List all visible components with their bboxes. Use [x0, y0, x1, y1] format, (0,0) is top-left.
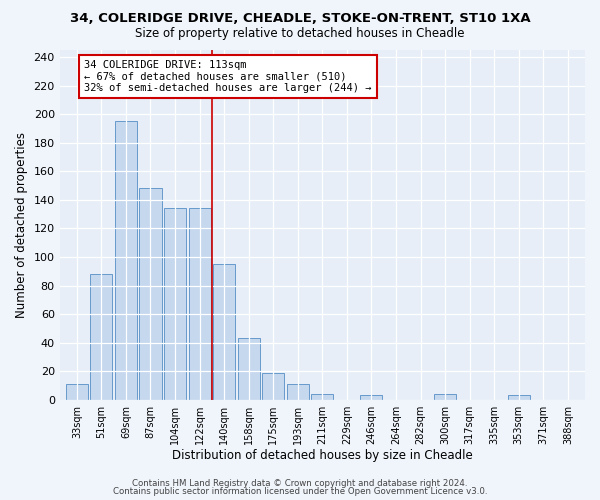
Text: Contains HM Land Registry data © Crown copyright and database right 2024.: Contains HM Land Registry data © Crown c…	[132, 480, 468, 488]
Text: 34 COLERIDGE DRIVE: 113sqm
← 67% of detached houses are smaller (510)
32% of sem: 34 COLERIDGE DRIVE: 113sqm ← 67% of deta…	[84, 60, 372, 93]
Bar	[188, 208, 211, 400]
Bar	[164, 208, 186, 400]
Bar	[66, 384, 88, 400]
Bar	[311, 394, 334, 400]
Bar	[434, 394, 456, 400]
Bar	[238, 338, 260, 400]
Text: 34, COLERIDGE DRIVE, CHEADLE, STOKE-ON-TRENT, ST10 1XA: 34, COLERIDGE DRIVE, CHEADLE, STOKE-ON-T…	[70, 12, 530, 26]
Y-axis label: Number of detached properties: Number of detached properties	[15, 132, 28, 318]
Bar	[262, 372, 284, 400]
Bar	[213, 264, 235, 400]
Bar	[287, 384, 309, 400]
Text: Contains public sector information licensed under the Open Government Licence v3: Contains public sector information licen…	[113, 487, 487, 496]
Bar	[508, 396, 530, 400]
Bar	[115, 122, 137, 400]
Text: Size of property relative to detached houses in Cheadle: Size of property relative to detached ho…	[135, 28, 465, 40]
Bar	[361, 396, 382, 400]
X-axis label: Distribution of detached houses by size in Cheadle: Distribution of detached houses by size …	[172, 450, 473, 462]
Bar	[139, 188, 161, 400]
Bar	[91, 274, 112, 400]
